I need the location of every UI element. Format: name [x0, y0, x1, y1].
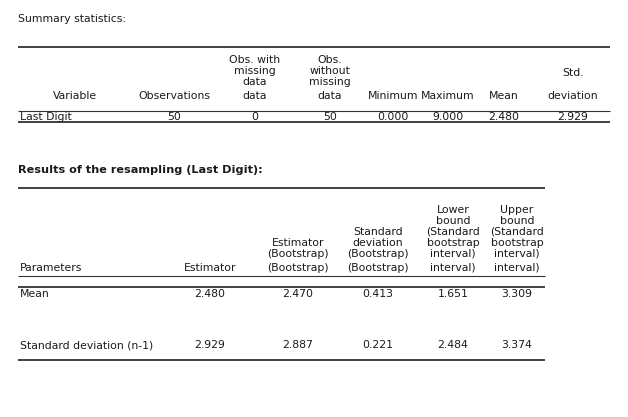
- Text: deviation: deviation: [353, 238, 403, 248]
- Text: Observations: Observations: [138, 91, 210, 101]
- Text: bootstrap: bootstrap: [490, 238, 543, 248]
- Text: 50: 50: [323, 112, 337, 122]
- Text: Parameters: Parameters: [20, 263, 82, 273]
- Text: Mean: Mean: [489, 91, 519, 101]
- Text: 0.413: 0.413: [362, 289, 394, 299]
- Text: 9.000: 9.000: [432, 112, 463, 122]
- Text: 2.480: 2.480: [195, 289, 225, 299]
- Text: interval): interval): [430, 249, 476, 259]
- Text: Maximum: Maximum: [421, 91, 475, 101]
- Text: bound: bound: [436, 216, 470, 226]
- Text: interval): interval): [494, 249, 540, 259]
- Text: Lower: Lower: [436, 205, 469, 215]
- Text: 2.470: 2.470: [283, 289, 313, 299]
- Text: without: without: [310, 66, 350, 76]
- Text: data: data: [243, 77, 268, 87]
- Text: interval): interval): [430, 263, 476, 273]
- Text: Variable: Variable: [53, 91, 97, 101]
- Text: deviation: deviation: [548, 91, 598, 101]
- Text: Minimum: Minimum: [368, 91, 418, 101]
- Text: Obs.: Obs.: [318, 55, 342, 65]
- Text: Std.: Std.: [562, 68, 584, 78]
- Text: 50: 50: [167, 112, 181, 122]
- Text: Mean: Mean: [20, 289, 50, 299]
- Text: data: data: [243, 91, 268, 101]
- Text: Estimator: Estimator: [272, 238, 324, 248]
- Text: Last Digit: Last Digit: [20, 112, 72, 122]
- Text: bound: bound: [500, 216, 534, 226]
- Text: Estimator: Estimator: [184, 263, 236, 273]
- Text: 3.374: 3.374: [502, 340, 533, 350]
- Text: Results of the resampling (Last Digit):: Results of the resampling (Last Digit):: [18, 165, 263, 175]
- Text: missing: missing: [234, 66, 276, 76]
- Text: (Bootstrap): (Bootstrap): [347, 263, 409, 273]
- Text: Upper: Upper: [501, 205, 534, 215]
- Text: 1.651: 1.651: [438, 289, 468, 299]
- Text: 0: 0: [251, 112, 259, 122]
- Text: 2.887: 2.887: [283, 340, 313, 350]
- Text: Summary statistics:: Summary statistics:: [18, 14, 126, 24]
- Text: (Bootstrap): (Bootstrap): [267, 249, 329, 259]
- Text: Obs. with: Obs. with: [229, 55, 281, 65]
- Text: missing: missing: [309, 77, 351, 87]
- Text: data: data: [318, 91, 342, 101]
- Text: (Standard: (Standard: [426, 227, 480, 237]
- Text: interval): interval): [494, 263, 540, 273]
- Text: (Bootstrap): (Bootstrap): [347, 249, 409, 259]
- Text: 2.484: 2.484: [438, 340, 468, 350]
- Text: bootstrap: bootstrap: [426, 238, 479, 248]
- Text: (Standard: (Standard: [490, 227, 544, 237]
- Text: 3.309: 3.309: [502, 289, 533, 299]
- Text: 2.480: 2.480: [489, 112, 519, 122]
- Text: Standard: Standard: [353, 227, 403, 237]
- Text: 0.000: 0.000: [377, 112, 409, 122]
- Text: Standard deviation (n-1): Standard deviation (n-1): [20, 340, 153, 350]
- Text: 0.221: 0.221: [362, 340, 394, 350]
- Text: (Bootstrap): (Bootstrap): [267, 263, 329, 273]
- Text: 2.929: 2.929: [195, 340, 225, 350]
- Text: 2.929: 2.929: [558, 112, 588, 122]
